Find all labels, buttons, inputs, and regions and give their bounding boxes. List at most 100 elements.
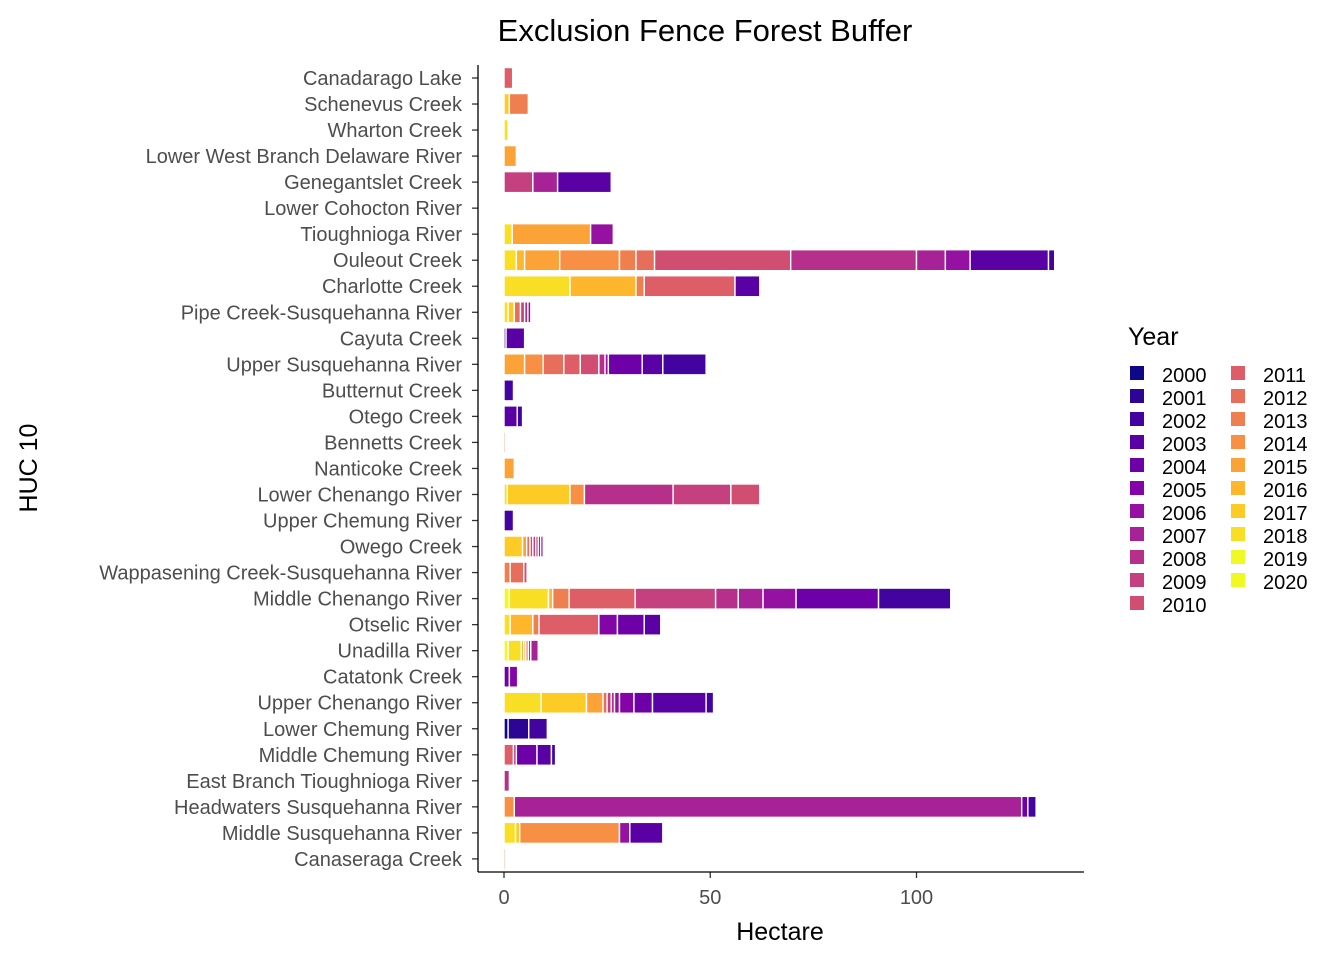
bar-segment [915,249,947,272]
bar-segment [503,795,516,819]
bar-segment [503,118,509,142]
y-tick-label: Canadarago Lake [303,68,462,90]
y-tick-label: Schenevus Creek [304,94,463,116]
legend-label: 2018 [1263,526,1308,548]
bar-segment [618,821,631,845]
bar-segment [705,691,715,714]
bar-segment [762,587,797,610]
legend-label: 2000 [1162,365,1207,387]
bar-segment [651,691,707,714]
bar-segment [503,613,511,636]
legend-label: 2007 [1162,526,1207,548]
bar-segment [538,613,600,636]
legend-label: 2013 [1263,411,1308,433]
bar-segment [507,301,516,324]
y-tick-label: Charlotte Creek [322,276,463,298]
bar-segment [635,249,656,272]
bar-segment [641,353,664,376]
bar-segment [508,587,550,610]
legend-label: 2009 [1162,572,1207,594]
bar-segment [511,222,592,246]
y-tick-label: Pipe Creek-Susquehanna River [181,302,463,324]
bar-segment [513,795,1023,819]
x-axis-ticks: 0 50 100 [498,872,933,909]
bar-segment [616,613,645,636]
legend-label: 2012 [1263,388,1308,410]
bar-segment [607,353,643,376]
legend-swatch [1130,412,1144,426]
bar-segment [532,170,559,194]
bar-segment [542,353,565,376]
legend-label: 2019 [1263,549,1308,571]
bar-segment [523,561,528,584]
y-tick-label: Butternut Creek [322,380,463,402]
bar-segment [518,821,621,845]
bar-segment [672,483,732,506]
bar-segment [643,275,736,298]
bar-segment [506,483,571,506]
bar-segment [569,483,586,506]
legend-swatch [1231,366,1245,380]
legend-swatch [1130,389,1144,403]
bar-segment [643,613,662,636]
bar-segment [508,92,530,116]
y-tick-label: Otego Creek [349,406,463,428]
bar-segment [515,249,526,272]
legend-label: 2017 [1263,503,1308,525]
bar-segment [540,535,544,558]
bar-segment [579,353,600,376]
legend-swatch [1231,550,1245,564]
legend-swatch [1130,573,1144,587]
bar-segment [634,587,717,610]
y-tick-label: Lower Chemung River [263,719,462,741]
legend-label: 2002 [1162,411,1207,433]
legend-label: 2004 [1162,457,1207,479]
bar-segment [795,587,880,610]
legend-swatch [1231,412,1245,426]
bar-segment [503,92,511,116]
legend-swatch [1231,504,1245,518]
bar-segment [563,353,582,376]
bar-segment [1027,795,1037,819]
bar-segment [550,743,557,766]
y-tick-label: Genegantslet Creek [284,172,463,194]
bar-segment [714,587,739,610]
bar-segment [589,222,615,246]
bar-segment [503,405,518,428]
y-tick-label: Middle Chemung River [259,745,463,767]
bar-segment [503,561,511,584]
legend-swatch [1130,596,1144,610]
bar-segment [503,535,524,558]
bar-segment [635,275,645,298]
y-tick-label: Lower West Branch Delaware River [146,146,463,168]
y-tick-label: East Branch Tioughnioga River [186,771,462,793]
bar-segment [523,353,544,376]
bar-segment [551,587,570,610]
y-tick-label: Middle Susquehanna River [222,823,462,845]
y-tick-label: Upper Susquehanna River [226,354,462,376]
bar-segment [503,769,511,793]
bar-segment [629,821,664,845]
y-axis-ticks: Canadarago Lake Schenevus Creek Wharton Cr… [99,68,478,871]
bar-segment [509,561,525,584]
legend-swatch [1130,481,1144,495]
bar-segment [569,275,637,298]
y-tick-label: Tioughnioga River [300,224,462,246]
bar-segment [503,275,571,298]
bar-segment [503,691,542,714]
bar-segment [503,170,534,194]
bar-segment [503,587,511,610]
legend-label: 2001 [1162,388,1207,410]
bar-segment [944,249,971,272]
x-tick-label: 50 [699,887,721,909]
y-tick-label: Catatonk Creek [323,667,463,689]
y-tick-label: Wappasening Creek-Susquehanna River [99,563,462,585]
bar-segment [523,249,561,272]
bar-segment [516,405,524,428]
legend-label: 2006 [1162,503,1207,525]
bar-segment [508,665,519,688]
y-tick-label: Ouleout Creek [333,250,463,272]
legend-label: 2016 [1263,480,1308,502]
legend: Year 20002001200220032004200520062007200… [1128,323,1308,617]
